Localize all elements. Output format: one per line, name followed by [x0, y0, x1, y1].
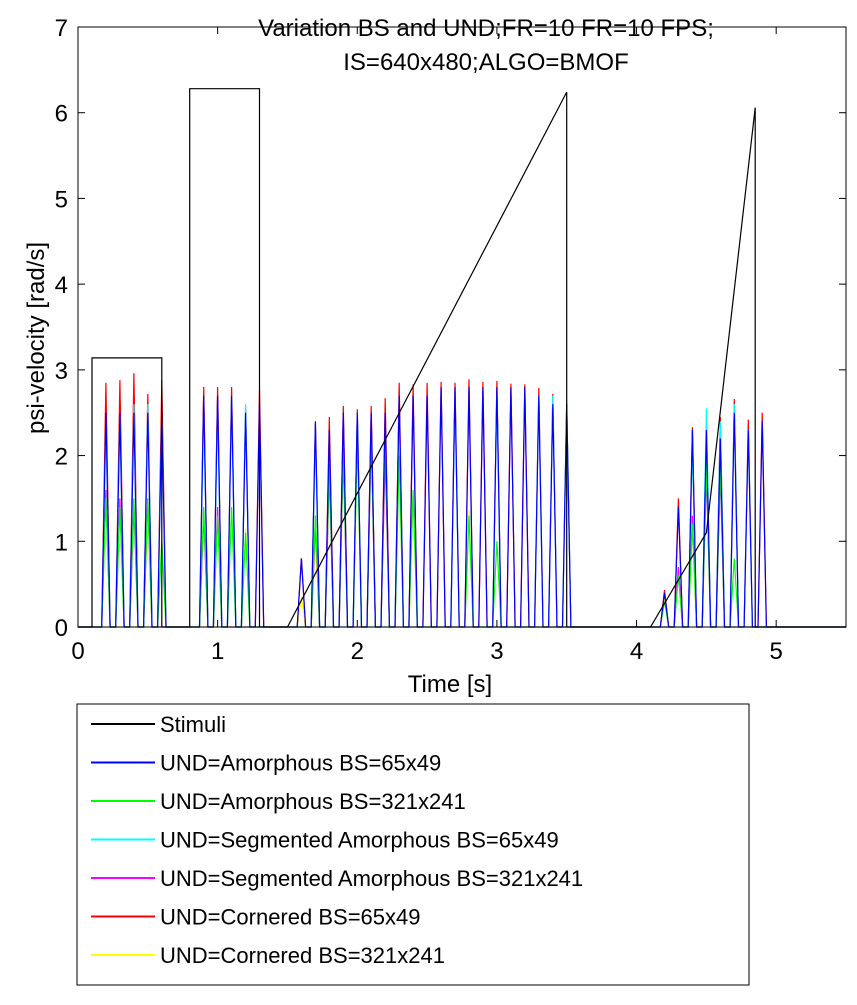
legend-entry-label: UND=Amorphous BS=65x49	[160, 751, 441, 776]
plot-area-frame	[77, 26, 847, 628]
x-axis-label: Time [s]	[408, 671, 492, 698]
x-tick-label: 0	[71, 638, 84, 665]
y-axis-label: psi-velocity [rad/s]	[23, 242, 50, 434]
y-tick-label: 4	[55, 272, 68, 299]
series-layer	[78, 88, 846, 628]
legend-entry-label: UND=Cornered BS=321x241	[160, 943, 445, 968]
chart-title-line-1: Variation BS and UND;FR=10 FR=10 FPS;	[258, 15, 714, 42]
y-axis-ticks: 0 1 2 3 4 5 6 7	[55, 15, 846, 642]
y-tick-label: 0	[55, 615, 68, 642]
legend-entry-label: UND=Amorphous BS=321x241	[160, 789, 466, 814]
legend-box	[76, 703, 750, 986]
legend: Stimuli UND=Amorphous BS=65x49 UND=Amorpho…	[76, 703, 750, 986]
y-tick-label: 6	[55, 101, 68, 128]
x-tick-label: 5	[770, 638, 783, 665]
series-line-1	[78, 88, 846, 628]
y-tick-label: 5	[55, 186, 68, 213]
series-line-2	[78, 386, 846, 628]
x-tick-label: 4	[630, 638, 643, 665]
y-tick-label: 7	[55, 15, 68, 42]
legend-entry-label: UND=Segmented Amorphous BS=65x49	[160, 828, 559, 853]
y-tick-label: 1	[55, 529, 68, 556]
y-tick-label: 2	[55, 444, 68, 471]
x-tick-label: 2	[351, 638, 364, 665]
chart-title: Variation BS and UND;FR=10 FR=10 FPS; IS…	[258, 15, 714, 76]
y-tick-label: 3	[55, 358, 68, 385]
legend-entry-label: Stimuli	[160, 712, 226, 737]
legend-entry-label: UND=Cornered BS=65x49	[160, 905, 420, 930]
chart-title-line-2: IS=640x480;ALGO=BMOF	[343, 49, 628, 76]
x-tick-label: 1	[211, 638, 224, 665]
x-axis-ticks: 0 1 2 3 4 5	[71, 27, 783, 665]
x-tick-label: 3	[490, 638, 503, 665]
legend-entry-label: UND=Segmented Amorphous BS=321x241	[160, 866, 583, 891]
